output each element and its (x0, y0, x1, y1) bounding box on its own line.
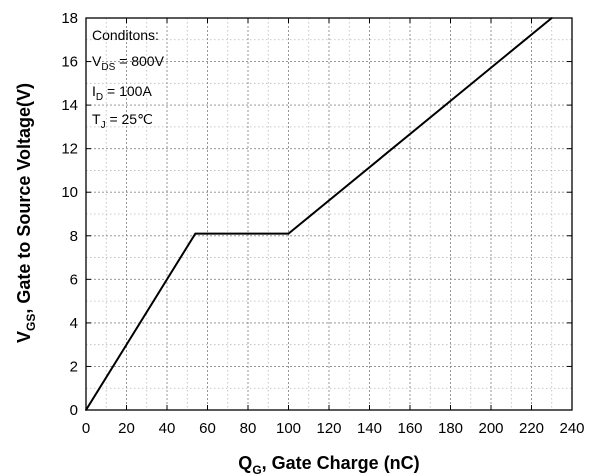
x-tick-label: 80 (240, 420, 257, 437)
y-axis-label: VGS, Gate to Source Voltage(V) (14, 83, 38, 343)
series-point-2 (287, 232, 290, 235)
x-tick-label: 0 (82, 420, 90, 437)
series-line-0 (85, 17, 553, 411)
series-point-0 (85, 409, 87, 411)
condition-line-1: Conditons: (92, 27, 159, 43)
condition-line-vds: VDS = 800V (92, 53, 165, 73)
series-point-3 (550, 17, 553, 19)
y-tick-label: 12 (61, 141, 78, 158)
x-tick-label: 220 (519, 420, 544, 437)
x-tick-label: 160 (397, 420, 422, 437)
condition-line-tj: TJ = 25℃ (92, 111, 153, 131)
conditions-annotation: Conditons: VDS = 800V ID = 100A TJ = 25℃ (92, 27, 165, 131)
x-tick-label: 240 (559, 420, 584, 437)
y-tick-label: 6 (70, 271, 78, 288)
x-tick-label: 100 (276, 420, 301, 437)
series-layer (85, 17, 553, 411)
x-tick-label: 140 (357, 420, 382, 437)
y-tick-label: 16 (61, 54, 78, 71)
x-tick-label: 180 (438, 420, 463, 437)
x-tick-label: 60 (199, 420, 216, 437)
y-tick-label: 4 (70, 315, 78, 332)
series-point-1 (194, 232, 197, 235)
plot-frame (85, 17, 573, 411)
x-tick-label: 200 (478, 420, 503, 437)
x-axis-label: QG, Gate Charge (nC) (238, 453, 419, 476)
axis-ticks (85, 17, 573, 411)
x-tick-label: 20 (118, 420, 135, 437)
y-tick-label: 2 (70, 358, 78, 375)
condition-line-id: ID = 100A (92, 83, 152, 103)
x-tick-label: 40 (159, 420, 176, 437)
x-tick-labels: 0 20 40 60 80 100 120 140 160 180 200 220 240 (82, 420, 585, 437)
x-tick-label: 120 (316, 420, 341, 437)
y-tick-label: 18 (61, 10, 78, 27)
y-tick-label: 10 (61, 184, 78, 201)
y-tick-label: 0 (70, 402, 78, 419)
y-tick-labels: 0 2 4 6 8 10 12 14 16 18 (61, 10, 78, 419)
y-tick-label: 8 (70, 228, 78, 245)
y-tick-label: 14 (61, 97, 78, 114)
